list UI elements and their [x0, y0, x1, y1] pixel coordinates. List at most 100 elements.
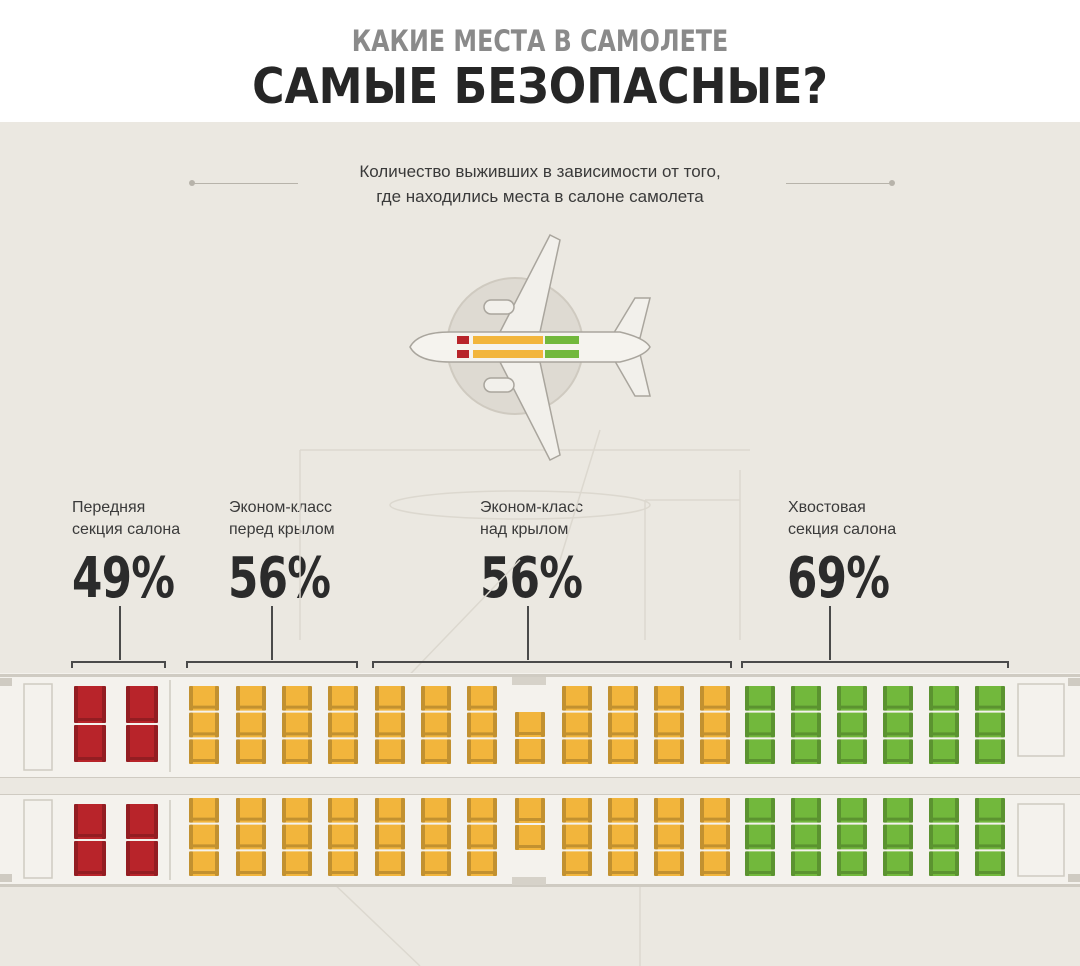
tail-seat: [975, 798, 1005, 823]
subtitle-rule-left-dot: [189, 180, 195, 186]
front-seat: [74, 725, 106, 762]
economy-seat: [562, 824, 592, 850]
economy-seat: [654, 798, 684, 823]
tail-seat: [745, 851, 775, 876]
economy-seat: [236, 824, 266, 850]
economy-seat: [700, 739, 730, 764]
tail-seat: [837, 824, 867, 850]
economy-seat: [608, 824, 638, 850]
economy-seat: [562, 798, 592, 823]
economy-seat: [654, 824, 684, 850]
tail-seat: [837, 712, 867, 738]
economy-seat: [328, 824, 358, 850]
section-label-tail-line1: Хвостовая: [788, 499, 866, 516]
front-seat: [126, 841, 158, 876]
economy-seat: [608, 798, 638, 823]
economy-seat: [328, 798, 358, 823]
economy-seat: [375, 739, 405, 764]
economy-seat: [375, 851, 405, 876]
tail-seat: [745, 712, 775, 738]
tail-seat: [791, 739, 821, 764]
economy-seat: [375, 798, 405, 823]
section-label-front-line1: Передняя: [72, 499, 146, 516]
section-label-tail: Хвостовая секция салона: [788, 497, 896, 541]
economy-seat: [562, 851, 592, 876]
economy-seat: [515, 798, 545, 823]
tail-seat: [745, 686, 775, 711]
economy-seat: [282, 686, 312, 711]
percent-economy-wing: 56%: [480, 546, 583, 611]
economy-seat: [608, 686, 638, 711]
economy-seat: [328, 851, 358, 876]
seat-map: [74, 686, 1005, 876]
economy-seat: [421, 851, 451, 876]
economy-seat: [236, 851, 266, 876]
front-seat: [126, 804, 158, 839]
economy-seat: [700, 712, 730, 738]
economy-seat: [236, 686, 266, 711]
economy-seat: [189, 798, 219, 823]
economy-seat: [282, 712, 312, 738]
infographic-kicker: КАКИЕ МЕСТА В САМОЛЕТЕ: [351, 24, 729, 58]
tail-seat: [883, 739, 913, 764]
percent-front: 49%: [72, 546, 175, 611]
tail-seat: [745, 798, 775, 823]
front-seat: [126, 725, 158, 762]
economy-seat: [467, 824, 497, 850]
tail-seat: [883, 712, 913, 738]
section-label-economy-wing: Эконом-класс над крылом: [480, 497, 583, 541]
economy-seat: [189, 824, 219, 850]
tail-seat: [883, 851, 913, 876]
economy-seat: [328, 739, 358, 764]
economy-seat: [608, 712, 638, 738]
section-label-economy-front-line2: перед крылом: [229, 521, 335, 538]
subtitle-rule-left: [192, 183, 298, 184]
tail-seat: [837, 851, 867, 876]
airplane-seat-map: [457, 336, 579, 358]
infographic-headline: САМЫЕ БЕЗОПАСНЫЕ?: [252, 58, 828, 115]
section-label-front-line2: секция салона: [72, 521, 181, 538]
percent-tail: 69%: [787, 546, 890, 611]
tail-seat: [975, 851, 1005, 876]
tail-seat: [929, 712, 959, 738]
tail-seat: [975, 824, 1005, 850]
economy-seat: [282, 739, 312, 764]
economy-seat: [467, 851, 497, 876]
economy-seat: [467, 798, 497, 823]
tail-seat: [745, 824, 775, 850]
economy-seat: [562, 739, 592, 764]
economy-seat: [328, 686, 358, 711]
economy-seat: [515, 739, 545, 764]
tail-seat: [975, 712, 1005, 738]
section-label-tail-line2: секция салона: [788, 521, 897, 538]
tail-seat: [929, 824, 959, 850]
economy-seat: [189, 712, 219, 738]
economy-seat: [515, 712, 545, 737]
section-pointers: [119, 606, 831, 660]
tail-seat: [975, 739, 1005, 764]
tail-seat: [929, 798, 959, 823]
economy-seat: [467, 686, 497, 711]
airplane-icon: [409, 233, 651, 462]
economy-seat: [236, 798, 266, 823]
economy-seat: [282, 798, 312, 823]
economy-seat: [654, 686, 684, 711]
economy-seat: [189, 739, 219, 764]
economy-seat: [467, 712, 497, 738]
tail-seat: [883, 686, 913, 711]
tail-seat: [837, 739, 867, 764]
economy-seat: [375, 712, 405, 738]
economy-seat: [654, 851, 684, 876]
tail-seat: [929, 851, 959, 876]
percent-economy-front: 56%: [228, 546, 331, 611]
economy-seat: [375, 824, 405, 850]
economy-seat: [562, 686, 592, 711]
section-label-economy-front-line1: Эконом-класс: [229, 499, 333, 516]
subtitle-line-2: где находились места в салоне самолета: [376, 187, 704, 206]
economy-seat: [562, 712, 592, 738]
header-band: КАКИЕ МЕСТА В САМОЛЕТЕ САМЫЕ БЕЗОПАСНЫЕ?: [0, 0, 1080, 122]
tail-seat: [975, 686, 1005, 711]
tail-seat: [883, 798, 913, 823]
front-seat: [74, 804, 106, 839]
